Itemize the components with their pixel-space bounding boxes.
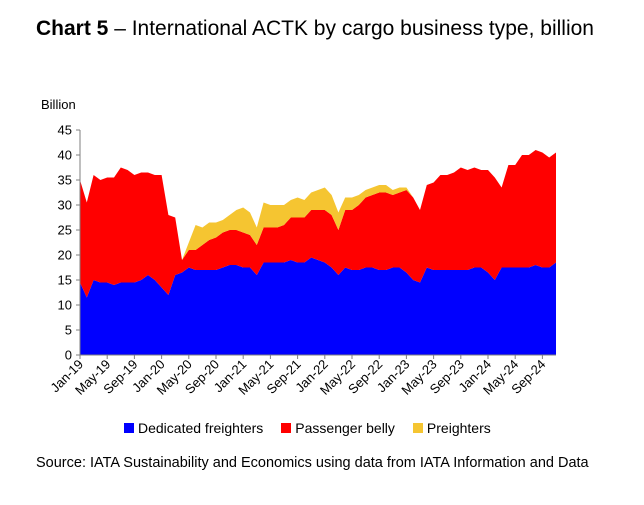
legend-item: Dedicated freighters bbox=[124, 420, 263, 436]
legend-swatch bbox=[281, 423, 292, 433]
passenger-belly-area bbox=[80, 150, 556, 298]
area-layer bbox=[80, 150, 556, 355]
chart-title-text: – International ACTK by cargo business t… bbox=[108, 17, 594, 40]
chart-number: Chart 5 bbox=[36, 17, 109, 40]
y-tick-label: 10 bbox=[58, 298, 72, 313]
chart-title: Chart 5 – International ACTK by cargo bu… bbox=[36, 14, 636, 44]
y-tick-label: 20 bbox=[58, 248, 72, 263]
y-tick-label: 30 bbox=[58, 198, 72, 213]
legend-label: Dedicated freighters bbox=[138, 420, 264, 436]
y-tick-label: 40 bbox=[58, 148, 72, 163]
y-tick-label: 0 bbox=[65, 348, 72, 363]
dedicated-freighters-area bbox=[80, 257, 556, 355]
y-tick-label: 15 bbox=[58, 273, 72, 288]
stacked-area-chart: Billion 051015202530354045Jan-19May-19Se… bbox=[41, 97, 556, 398]
legend-swatch bbox=[412, 423, 423, 433]
legend-item: Preighters bbox=[412, 420, 491, 436]
legend-label: Passenger belly bbox=[295, 420, 395, 436]
legend-item: Passenger belly bbox=[281, 420, 395, 436]
y-tick-label: 45 bbox=[58, 123, 72, 138]
preighters-area bbox=[80, 150, 556, 260]
legend-swatch bbox=[124, 423, 134, 433]
y-axis-label: Billion bbox=[41, 97, 76, 112]
y-tick-label: 35 bbox=[58, 173, 72, 188]
legend-label: Preighters bbox=[426, 420, 491, 436]
y-tick-label: 25 bbox=[58, 223, 72, 238]
y-tick-label: 5 bbox=[65, 323, 72, 338]
source-note: Source: IATA Sustainability and Economic… bbox=[36, 455, 589, 471]
legend: Dedicated freighters Passenger belly Preig… bbox=[124, 420, 491, 436]
